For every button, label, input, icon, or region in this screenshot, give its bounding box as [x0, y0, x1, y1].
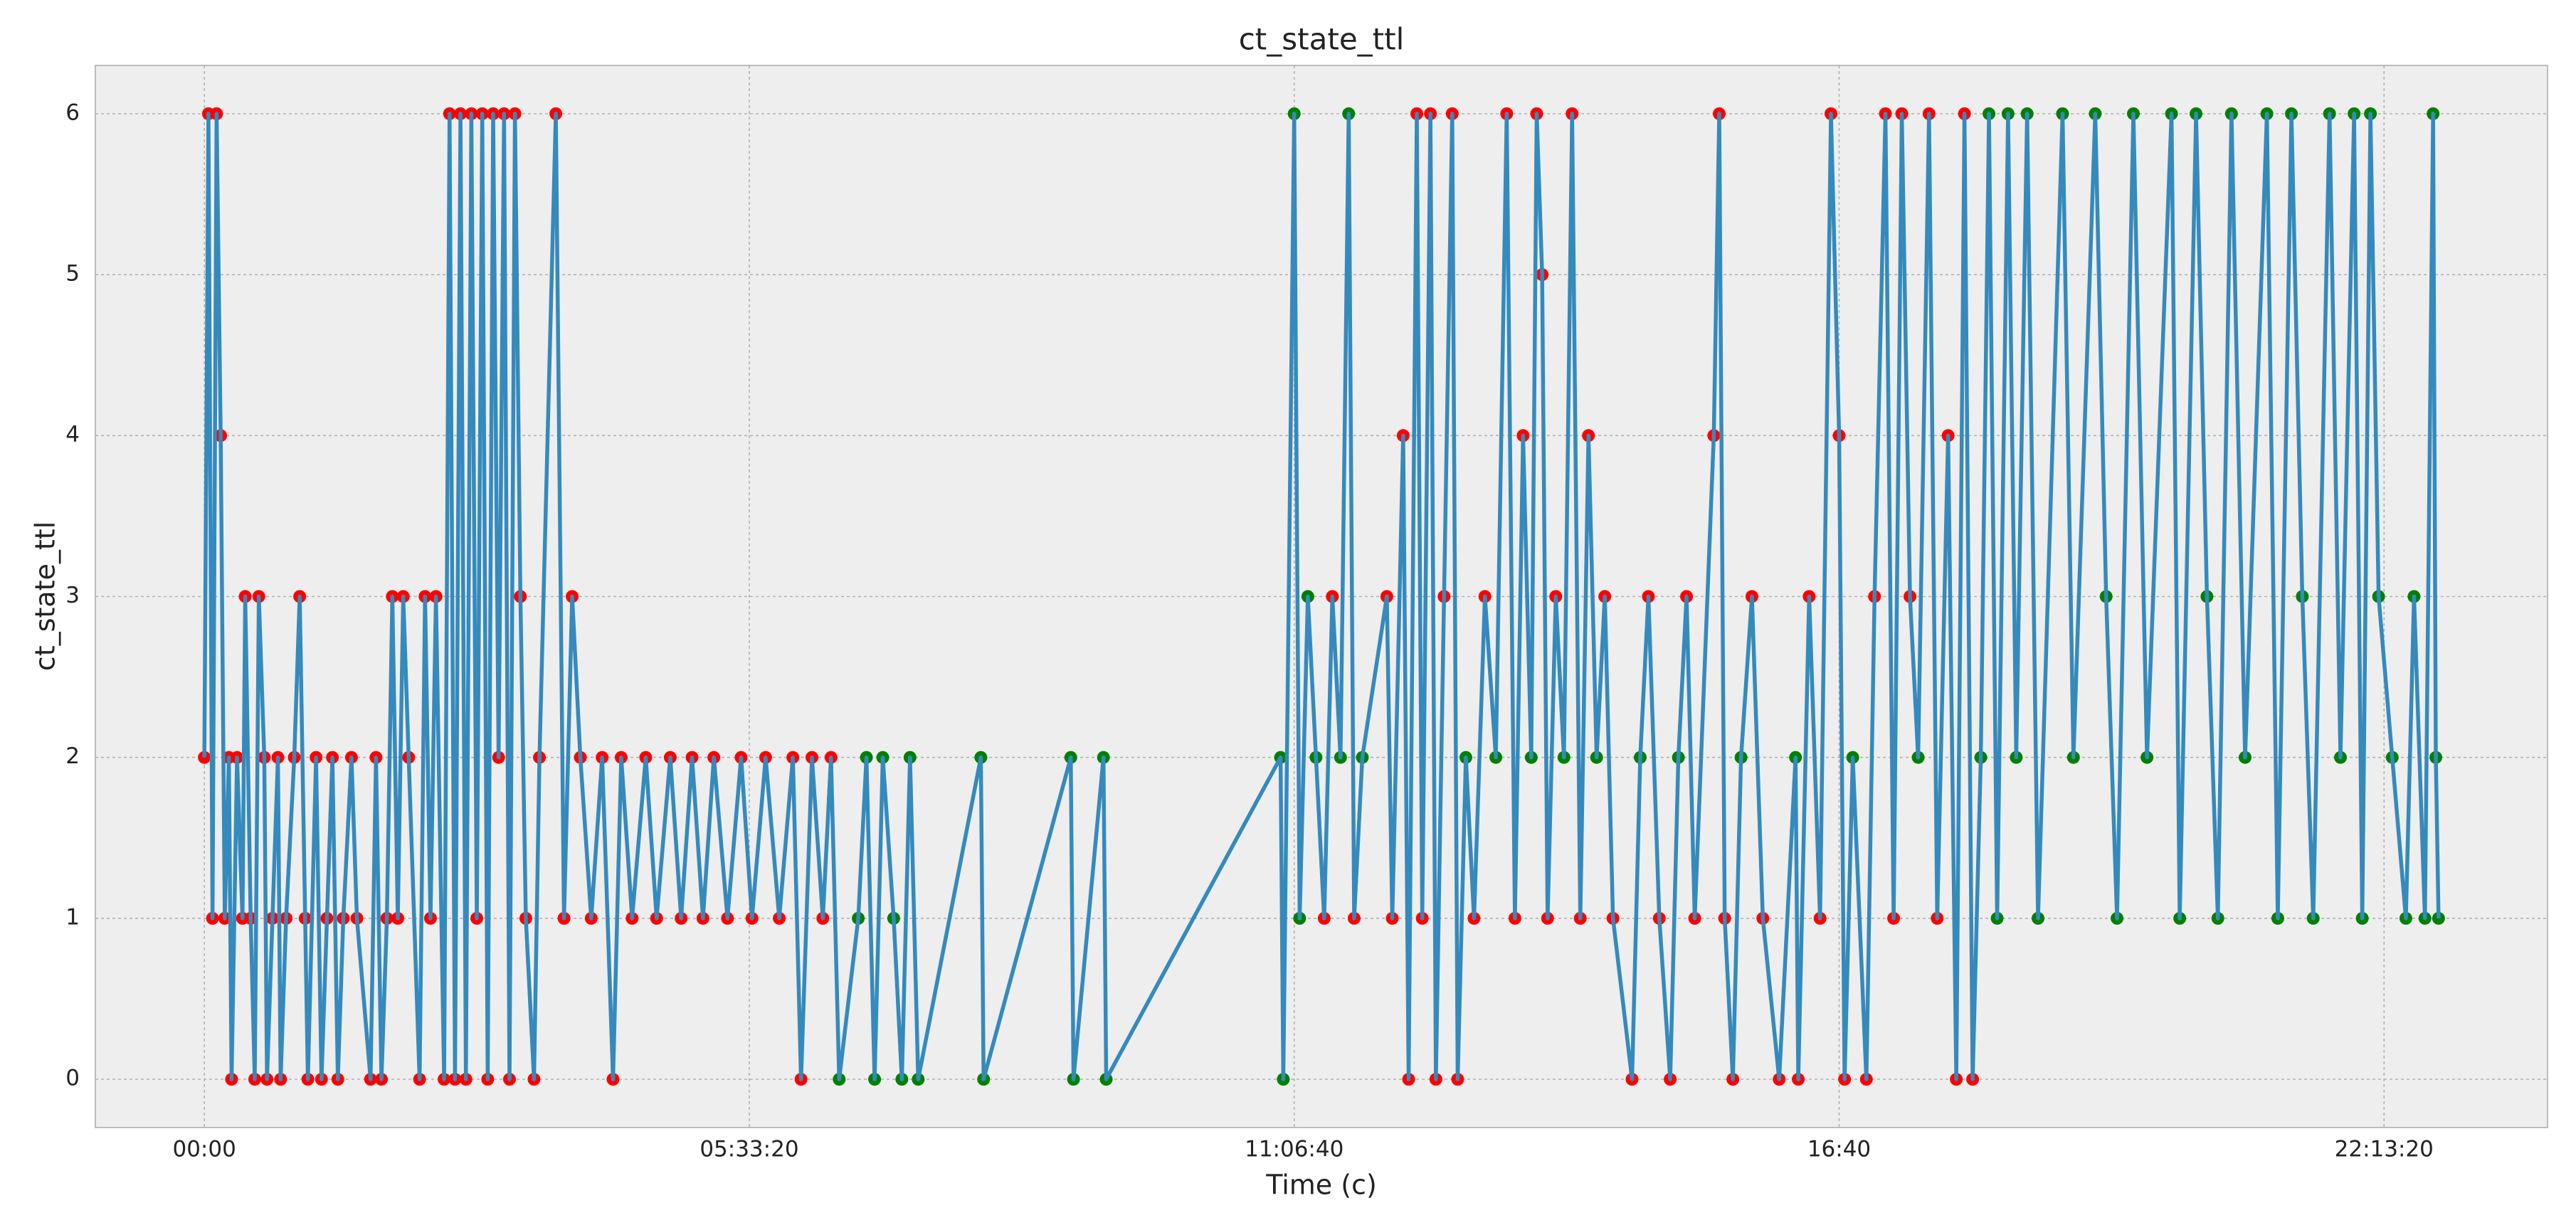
y-tick-label: 5: [65, 261, 80, 287]
x-tick-label: 00:00: [172, 1137, 236, 1162]
x-tick-label: 05:33:20: [700, 1137, 798, 1162]
chart-title: ct_state_ttl: [1239, 22, 1405, 57]
y-axis-label: ct_state_ttl: [30, 521, 61, 671]
y-tick-label: 0: [65, 1066, 80, 1091]
y-tick-label: 3: [65, 583, 80, 608]
marks: [198, 107, 2445, 1086]
y-tick-label: 1: [65, 904, 80, 930]
x-tick-label: 22:13:20: [2335, 1137, 2434, 1162]
x-axis-label: Time (c): [1265, 1170, 1377, 1201]
y-tick-label: 4: [65, 422, 80, 447]
data-point: [2432, 911, 2445, 925]
x-tick-label: 16:40: [1807, 1137, 1871, 1162]
y-tick-label: 2: [65, 743, 80, 769]
data-point: [198, 751, 211, 764]
y-tick-label: 6: [65, 100, 80, 125]
data-line: [202, 112, 2441, 1081]
x-tick-label: 11:06:40: [1245, 1137, 1344, 1162]
